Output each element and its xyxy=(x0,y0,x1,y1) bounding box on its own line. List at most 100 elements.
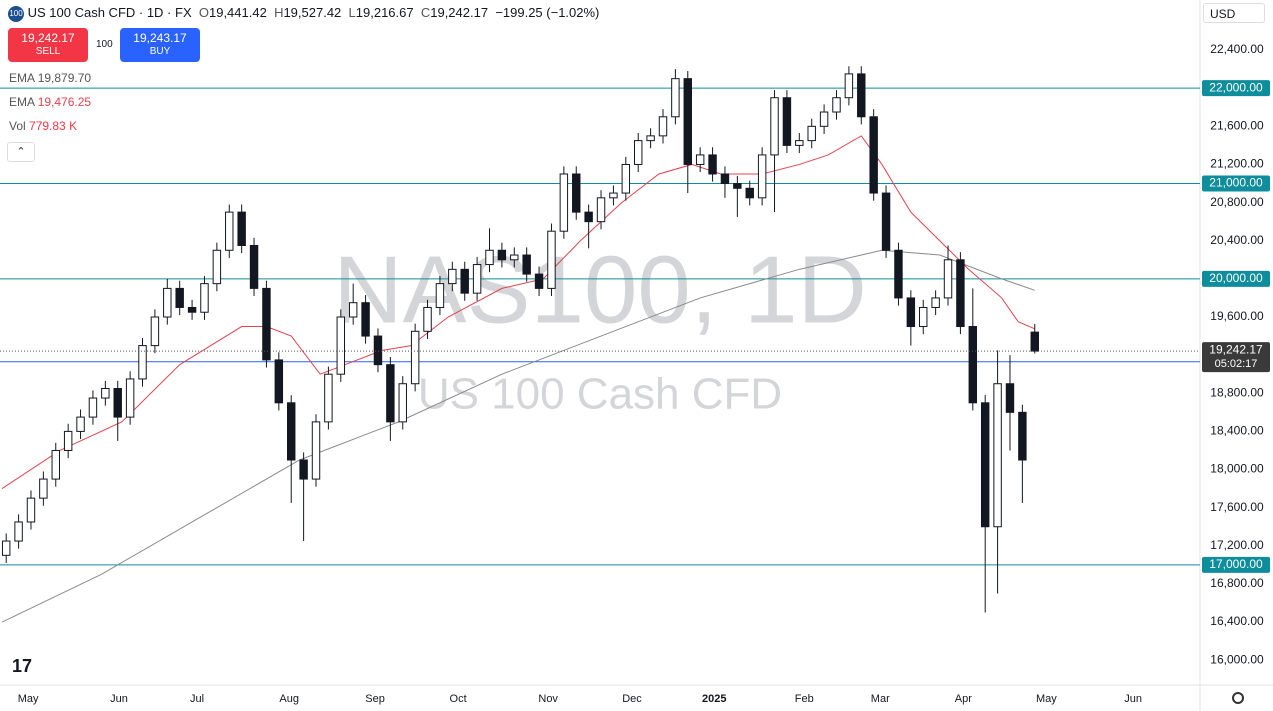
candle-body xyxy=(435,283,445,308)
candle-body xyxy=(460,268,469,294)
indicator-legend[interactable]: EMA 19,879.70 xyxy=(9,71,91,85)
indicator-value: 19,476.25 xyxy=(37,95,92,109)
tv-logo[interactable]: 17 xyxy=(12,656,33,676)
indicator-legend[interactable]: Vol 779.83 K xyxy=(9,119,77,133)
y-tick-label: 16,400.00 xyxy=(1210,614,1264,628)
ohlc-value: 19,216.67 xyxy=(355,5,414,20)
candle-body xyxy=(894,249,903,299)
indicator-value: 779.83 K xyxy=(29,119,78,133)
candle-body xyxy=(448,268,457,285)
candle-body xyxy=(287,402,296,461)
symbol-line: 100 US 100 Cash CFD · 1D · FX O19,441.42… xyxy=(8,5,599,22)
candle-body xyxy=(410,330,420,385)
change: −199.25 (−1.02%) xyxy=(495,5,600,20)
ema-line xyxy=(1,249,1035,623)
candle-body xyxy=(844,73,854,99)
level-label-bg xyxy=(1202,556,1270,573)
y-tick-label: 19,600.00 xyxy=(1210,309,1264,323)
countdown-label: 05:02:17 xyxy=(1215,358,1258,370)
candle-body xyxy=(14,521,23,542)
x-tick-label: Nov xyxy=(538,693,558,705)
y-tick-label: 21,200.00 xyxy=(1210,157,1264,171)
candle-body xyxy=(881,192,891,251)
candle-body xyxy=(63,430,73,451)
candle-body xyxy=(671,78,680,118)
y-tick-label: 17,600.00 xyxy=(1210,500,1264,514)
x-tick-label: Feb xyxy=(795,693,814,705)
candle-body xyxy=(832,97,841,113)
candle-body xyxy=(101,388,110,399)
settings-icon[interactable] xyxy=(1232,692,1244,704)
candle-body xyxy=(1018,411,1027,461)
candle-body xyxy=(720,173,730,185)
x-tick-label: Sep xyxy=(365,693,385,705)
ohlc-value: 19,527.42 xyxy=(283,5,342,20)
candle-body xyxy=(534,273,544,289)
level-label-bg xyxy=(1202,175,1270,192)
candle-body xyxy=(609,192,618,199)
candle-body xyxy=(559,173,569,232)
y-tick-label: 16,800.00 xyxy=(1210,576,1264,590)
y-tick-label: 17,200.00 xyxy=(1210,538,1264,552)
buy-label: BUY xyxy=(149,46,171,57)
candle-body xyxy=(163,287,172,318)
candle-body xyxy=(274,359,284,404)
candle-body xyxy=(572,173,581,213)
currency-select[interactable]: USD xyxy=(1203,3,1265,23)
x-tick-label: May xyxy=(1036,693,1057,705)
buy-button[interactable]: 19,243.17 BUY xyxy=(120,28,200,62)
x-tick-label: Aug xyxy=(279,693,299,705)
candle-body xyxy=(980,402,990,528)
indicator-legend[interactable]: EMA 19,476.25 xyxy=(9,95,91,109)
x-tick-label: Dec xyxy=(622,693,642,705)
last-price-label: 19,242.17 xyxy=(1209,342,1263,356)
candle-body xyxy=(906,297,916,328)
collapse-button[interactable]: ⌃ xyxy=(7,142,35,162)
x-tick-label: May xyxy=(18,693,39,705)
y-tick-label: 16,000.00 xyxy=(1210,652,1264,666)
x-tick-label: Jun xyxy=(1124,693,1142,705)
candle-body xyxy=(1,540,11,556)
level-label: 20,000.00 xyxy=(1209,271,1263,285)
ohlc-value: 19,441.42 xyxy=(208,5,267,20)
candle-body xyxy=(1005,383,1015,413)
candle-body xyxy=(311,421,321,480)
candle-body xyxy=(807,125,816,142)
candle-body xyxy=(795,140,804,146)
candle-body xyxy=(187,306,197,313)
candle-body xyxy=(225,211,234,251)
candle-body xyxy=(584,211,593,223)
candle-body xyxy=(26,497,36,523)
x-tick-label: Apr xyxy=(955,693,972,705)
candle-body xyxy=(348,302,358,318)
x-tick-label: 2025 xyxy=(702,693,726,705)
candle-body xyxy=(76,416,85,432)
candle-body xyxy=(324,373,333,423)
level-label-bg xyxy=(1202,80,1270,97)
y-tick-label: 22,400.00 xyxy=(1210,42,1264,56)
candle-body xyxy=(956,259,965,328)
candle-body xyxy=(522,254,531,275)
candle-body xyxy=(249,244,259,289)
watermark: NAS100, 1D xyxy=(333,236,867,343)
candle-body xyxy=(633,140,643,165)
sell-button[interactable]: 19,242.17 SELL xyxy=(8,28,88,62)
candle-body xyxy=(373,335,383,366)
candle-body xyxy=(819,111,829,127)
x-tick-label: Oct xyxy=(450,693,467,705)
ohlc-key: C xyxy=(420,5,431,20)
candle-body xyxy=(547,230,556,289)
spread: 100 xyxy=(96,39,113,50)
watermark: US 100 Cash CFD xyxy=(418,370,782,419)
candle-body xyxy=(398,383,407,423)
candle-body xyxy=(658,116,668,137)
ohlc-value: 19,242.17 xyxy=(430,5,489,20)
candle-body xyxy=(708,154,717,175)
ohlc-key: H xyxy=(274,5,284,20)
sell-label: SELL xyxy=(35,46,61,57)
candle-body xyxy=(175,287,184,308)
last-price-bg xyxy=(1202,342,1270,373)
x-tick-label: Jul xyxy=(190,693,204,705)
y-tick-label: 18,800.00 xyxy=(1210,385,1264,399)
